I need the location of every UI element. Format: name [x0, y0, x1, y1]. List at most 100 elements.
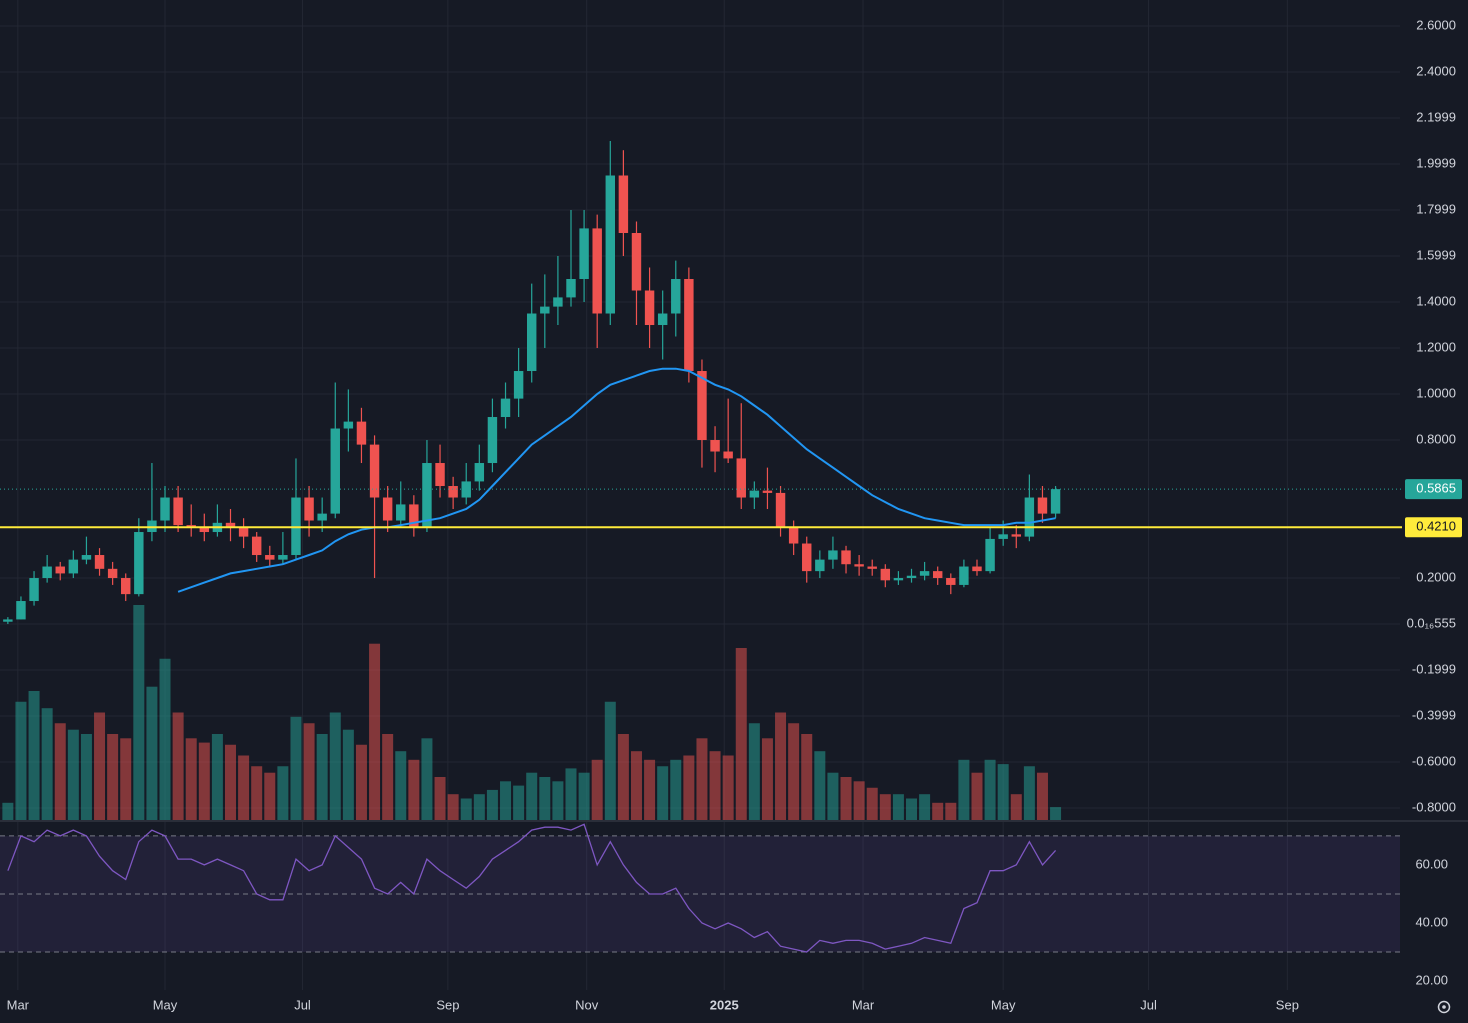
candle-body — [919, 571, 930, 576]
volume-bar — [290, 716, 302, 820]
volume-bar — [984, 759, 996, 820]
candle-body — [802, 543, 812, 572]
volume-bar — [1036, 772, 1048, 820]
candle-body — [631, 233, 642, 291]
volume-bar — [604, 701, 616, 820]
candle-body — [199, 527, 210, 533]
volume-bar — [382, 734, 394, 820]
candle-body — [972, 566, 982, 572]
volume-bar — [172, 712, 184, 820]
volume-bar — [644, 759, 656, 820]
candle-body — [251, 536, 262, 556]
candle-body — [317, 513, 327, 521]
candle-body — [121, 578, 131, 595]
volume-bar — [630, 751, 642, 820]
volume-bar — [447, 794, 459, 820]
candle-body — [1037, 497, 1048, 514]
volume-bar — [997, 764, 1009, 820]
candle-body — [828, 550, 838, 560]
settings-icon[interactable] — [1437, 1000, 1451, 1014]
volume-bar — [107, 734, 119, 820]
volume-bar — [316, 734, 328, 820]
volume-bar — [892, 794, 904, 820]
candle-body — [736, 458, 746, 498]
volume-bar — [264, 772, 276, 820]
volume-bar — [473, 794, 485, 820]
volume-bar — [932, 802, 944, 820]
volume-bar — [94, 712, 106, 820]
rsi-line — [7, 823, 1057, 953]
volume-bar — [709, 751, 721, 820]
candle-body — [81, 555, 92, 560]
x-tick-label: May — [991, 997, 1016, 1012]
candle-body — [304, 497, 314, 521]
volume-bar — [486, 789, 498, 820]
y-tick-label: 2.1999 — [1416, 109, 1456, 124]
volume-bar — [329, 712, 341, 820]
candle-body — [697, 371, 707, 441]
volume-bar — [251, 766, 263, 820]
rsi-tick-label: 60.00 — [1415, 856, 1448, 871]
volume-bar — [80, 734, 92, 820]
volume-bar — [945, 802, 957, 820]
candle-body — [906, 575, 917, 579]
candle-body — [854, 564, 864, 567]
candle-body — [959, 566, 969, 585]
candle-body — [134, 532, 144, 595]
candle-body — [946, 578, 956, 585]
volume-bar — [683, 755, 695, 820]
candle-body — [474, 463, 485, 482]
candle-body — [985, 538, 995, 572]
x-tick-label: 2025 — [710, 997, 739, 1012]
y-tick-label: 1.2000 — [1416, 339, 1456, 354]
candle-body — [1011, 534, 1021, 537]
volume-bar — [1050, 807, 1062, 820]
candle-body — [1024, 497, 1035, 537]
x-tick-label: Nov — [575, 997, 599, 1012]
volume-bar — [539, 777, 551, 820]
candle-body — [461, 481, 471, 498]
volume-bar — [159, 658, 171, 820]
volume-bar — [500, 781, 512, 820]
volume-bar — [41, 708, 53, 820]
candle-body — [657, 313, 668, 326]
volume-bar — [748, 723, 760, 820]
candle-body — [880, 568, 891, 581]
moving-average — [177, 367, 1056, 593]
candle-body — [553, 297, 563, 307]
volume-bar — [408, 759, 420, 820]
y-tick-label: -0.6000 — [1412, 753, 1456, 768]
y-tick-label: 1.0000 — [1416, 385, 1456, 400]
volume-bar — [395, 751, 407, 820]
volume-bar — [513, 785, 525, 820]
candle-body — [29, 578, 39, 602]
candle-body — [618, 175, 629, 234]
candle-body — [369, 444, 380, 498]
volume-bar — [1010, 794, 1022, 820]
y-tick-label: 1.5999 — [1416, 247, 1456, 262]
candle-body — [3, 619, 13, 622]
volume-bar — [761, 738, 773, 820]
volume-bar — [238, 755, 250, 820]
candle-body — [788, 527, 799, 544]
volume-bar — [565, 768, 577, 820]
candle-body — [160, 497, 170, 521]
candle-body — [94, 555, 105, 569]
y-tick-label: -0.8000 — [1412, 799, 1456, 814]
candle-body — [382, 497, 393, 521]
volume-bar — [54, 723, 66, 820]
volume-bar — [552, 781, 564, 820]
volume-bar — [67, 729, 79, 820]
candle-body — [435, 463, 445, 487]
candle-body — [16, 601, 26, 620]
candle-body — [762, 490, 773, 493]
last-price-label: 0.5865 — [1416, 481, 1456, 496]
volume-bar — [735, 648, 747, 820]
volume-bar — [670, 759, 682, 820]
candle-body — [356, 421, 367, 445]
y-tick-label: -0.3999 — [1412, 707, 1456, 722]
candle-body — [55, 566, 65, 574]
